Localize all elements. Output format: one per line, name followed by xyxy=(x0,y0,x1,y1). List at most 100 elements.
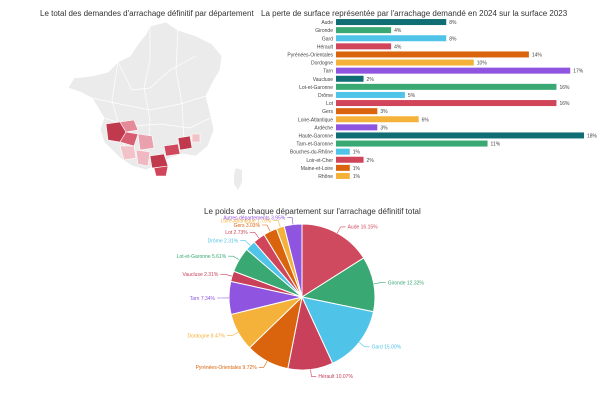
pie-leader-lot-et-garonne xyxy=(228,255,240,261)
bar-value-label-rhone: 1% xyxy=(353,174,361,180)
pie-label-lot: Lot 2.73% xyxy=(225,230,248,236)
pie-label-herault: Hérault 10.07% xyxy=(318,374,353,380)
bar-chart: Aude 8% Gironde 4% Gard 8% Hérault 4% Pyrénées-O… xyxy=(287,19,598,180)
gers-region xyxy=(119,145,137,161)
pie-leader-gard xyxy=(359,342,370,348)
bar-value-label-drome: 5% xyxy=(408,93,416,99)
bar-value-label-lot: 16% xyxy=(559,101,570,107)
bar-category-label-maine-et-loire: Maine-et-Loire xyxy=(301,166,333,172)
pie-chart: Aude 16.15% Gironde 12.32% Gard 15.00% Héra… xyxy=(177,215,425,380)
pie-leader-autres-departements xyxy=(287,217,294,225)
pie-label-drome: Drôme 2.31% xyxy=(208,238,239,244)
bar-category-label-dordogne: Dordogne xyxy=(311,61,333,67)
pie-label-dordogne: Dordogne 8.47% xyxy=(187,334,225,340)
pie-leader-vaucluse xyxy=(220,274,233,277)
pyrenees-orientales-region xyxy=(153,165,169,177)
bar-value-label-aude: 8% xyxy=(449,20,457,26)
gard-region xyxy=(177,135,193,151)
bar-value-label-gers: 3% xyxy=(380,109,388,115)
map-panel: Le total des demandes d'arrachage défini… xyxy=(0,0,255,200)
bar-category-label-gard: Gard xyxy=(322,36,333,42)
tarn-region xyxy=(137,133,155,151)
pie-leader-gironde xyxy=(373,282,386,285)
map-title: Le total des demandes d'arrachage défini… xyxy=(40,9,254,18)
bar-category-label-haute-garonne: Haute-Garonne xyxy=(299,133,334,139)
pie-chart-title: Le poids de chaque département sur l'arr… xyxy=(204,207,421,216)
bar-pyrenees-orientales xyxy=(336,51,529,58)
haute-garonne-region xyxy=(135,149,151,167)
vaucluse-region xyxy=(191,133,201,143)
pie-leader-herault xyxy=(310,369,317,377)
bar-category-label-lot: Lot xyxy=(326,101,334,107)
bar-aude xyxy=(336,19,447,26)
bar-dordogne xyxy=(336,59,474,66)
bar-gers xyxy=(336,108,378,115)
pie-label-gard: Gard 15.00% xyxy=(372,345,402,351)
highlighted-departments xyxy=(105,119,201,177)
bar-value-label-gironde: 4% xyxy=(394,28,402,34)
pie-chart-panel: Le poids de chaque département sur l'arr… xyxy=(0,200,600,400)
bar-maine-et-loire xyxy=(336,164,350,171)
bar-value-label-maine-et-loire: 1% xyxy=(353,166,361,172)
pie-label-vaucluse: Vaucluse 2.31% xyxy=(183,272,219,278)
bar-value-label-pyrenees-orientales: 14% xyxy=(532,52,543,58)
pie-label-pyrenees-orientales: Pyrénées-Orientales 9.72% xyxy=(196,365,258,371)
pie-leader-aude xyxy=(336,226,346,234)
bar-category-label-loir-et-cher: Loir-et-Cher xyxy=(306,158,333,164)
bar-category-label-lot-et-garonne: Lot-et-Garonne xyxy=(299,85,333,91)
pie-leader-gers xyxy=(262,224,271,232)
bar-value-label-loire-atlantique: 6% xyxy=(422,117,430,123)
dordogne-region xyxy=(119,119,139,133)
bar-value-label-dordogne: 10% xyxy=(477,61,488,67)
bar-tarn xyxy=(336,67,571,74)
bar-category-label-gironde: Gironde xyxy=(315,28,333,34)
bar-category-label-herault: Hérault xyxy=(317,44,334,50)
bar-drome xyxy=(336,91,405,98)
bar-loire-atlantique xyxy=(336,116,419,123)
bar-value-label-loir-et-cher: 2% xyxy=(367,158,375,164)
bar-category-label-bouches-du-rhone: Bouches-du-Rhône xyxy=(290,150,333,156)
bar-value-label-bouches-du-rhone: 1% xyxy=(353,150,361,156)
pie-label-autres-departements: Autres départements 3.95% xyxy=(223,215,286,221)
bar-value-label-gard: 8% xyxy=(449,36,457,42)
bar-chart-panel: La perte de surface représentée par l'ar… xyxy=(255,0,600,205)
bar-herault xyxy=(336,43,392,50)
herault-region xyxy=(163,143,181,157)
bar-category-label-tarn-et-garonne: Tarn-et-Garonne xyxy=(296,142,333,148)
bar-category-label-ardeche: Ardèche xyxy=(314,125,333,131)
pie-label-aude: Aude 16.15% xyxy=(348,225,379,231)
bar-lot xyxy=(336,100,557,107)
pie-leader-drome xyxy=(240,240,251,246)
pie-label-gers: Gers 3.03% xyxy=(234,223,261,229)
bar-lot-et-garonne xyxy=(336,83,557,90)
pie-leader-dordogne xyxy=(227,332,239,336)
bar-value-label-haute-garonne: 18% xyxy=(587,133,598,139)
bar-haute-garonne xyxy=(336,132,584,139)
bar-category-label-vaucluse: Vaucluse xyxy=(313,77,333,83)
bar-gard xyxy=(336,35,447,42)
pie-label-tarn: Tarn 7.34% xyxy=(190,296,216,302)
pie-leader-loire-atlantique xyxy=(273,220,281,228)
bar-category-label-rhone: Rhône xyxy=(318,174,333,180)
pie-leader-lot xyxy=(249,232,260,239)
bar-rhone xyxy=(336,172,350,179)
bar-category-label-pyrenees-orientales: Pyrénées-Orientales xyxy=(287,52,333,58)
bar-value-label-lot-et-garonne: 16% xyxy=(559,85,570,91)
bar-category-label-drome: Drôme xyxy=(318,93,333,99)
pie-slice-gard xyxy=(301,296,375,364)
bar-category-label-aude: Aude xyxy=(321,20,333,26)
pie-label-lot-et-garonne: Lot-et-Garonne 5.61% xyxy=(177,254,227,260)
bar-loir-et-cher xyxy=(336,156,364,163)
france-map xyxy=(67,21,242,190)
department-borders xyxy=(91,26,211,161)
bar-value-label-tarn-et-garonne: 11% xyxy=(491,142,501,148)
bar-tarn-et-garonne xyxy=(336,140,488,147)
bar-category-label-loire-atlantique: Loire-Atlantique xyxy=(298,117,333,123)
pie-label-gironde: Gironde 12.32% xyxy=(388,280,425,286)
pie-leader-pyrenees-orientales xyxy=(258,360,268,368)
bar-gironde xyxy=(336,27,392,34)
pie-slice-aude xyxy=(301,223,365,298)
bar-bouches-du-rhone xyxy=(336,148,350,155)
corsica xyxy=(234,168,242,190)
bar-value-label-ardeche: 3% xyxy=(380,125,388,131)
